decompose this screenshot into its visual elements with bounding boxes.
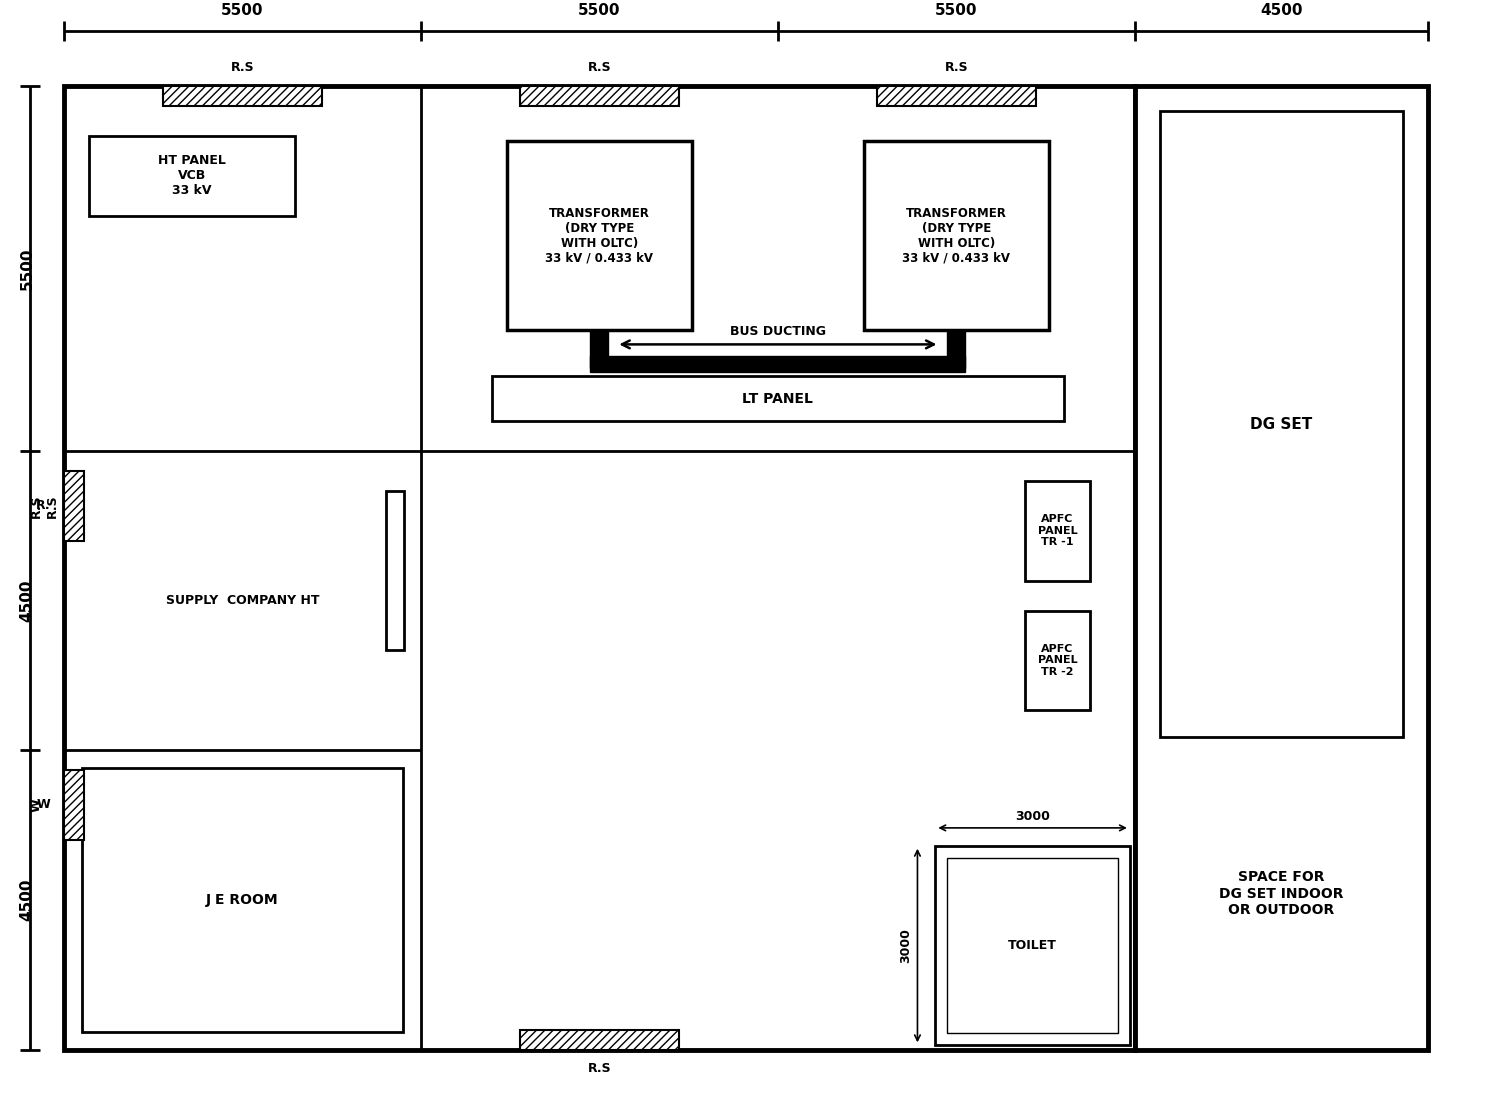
Text: 4500: 4500 — [19, 579, 34, 622]
Text: 5500: 5500 — [19, 248, 34, 290]
Text: 5500: 5500 — [578, 3, 621, 18]
Text: R.: R. — [36, 499, 51, 512]
Bar — [82, 768, 403, 1032]
Bar — [948, 858, 1117, 1033]
Text: TRANSFORMER
(DRY TYPE
WITH OLTC)
33 kV / 0.433 kV: TRANSFORMER (DRY TYPE WITH OLTC) 33 kV /… — [902, 206, 1010, 264]
Bar — [1159, 112, 1403, 738]
Bar — [1135, 86, 1428, 1050]
Bar — [64, 471, 85, 541]
Bar — [863, 141, 1049, 330]
Bar — [492, 376, 1064, 421]
Text: W: W — [30, 798, 43, 811]
Text: SPACE FOR
DG SET INDOOR
OR OUTDOOR: SPACE FOR DG SET INDOOR OR OUTDOOR — [1219, 870, 1343, 917]
Text: 5500: 5500 — [221, 3, 265, 18]
Text: 5500: 5500 — [935, 3, 978, 18]
Text: BUS DUCTING: BUS DUCTING — [730, 326, 826, 338]
Text: R.S: R.S — [30, 494, 43, 518]
Text: TRANSFORMER
(DRY TYPE
WITH OLTC)
33 kV / 0.433 kV: TRANSFORMER (DRY TYPE WITH OLTC) 33 kV /… — [545, 206, 654, 264]
Bar — [590, 356, 966, 373]
Bar — [163, 86, 322, 106]
Text: R.S: R.S — [587, 61, 611, 75]
Bar — [1025, 481, 1089, 580]
Text: APFC
PANEL
TR -1: APFC PANEL TR -1 — [1037, 514, 1077, 548]
Bar — [948, 330, 966, 368]
Text: R.S: R.S — [945, 61, 969, 75]
Bar — [877, 86, 1036, 106]
Bar — [64, 770, 85, 840]
Text: 3000: 3000 — [1015, 810, 1051, 822]
Text: R.S: R.S — [46, 494, 59, 518]
Text: J E ROOM: J E ROOM — [207, 893, 279, 907]
Bar — [507, 141, 692, 330]
Text: DG SET: DG SET — [1250, 416, 1312, 432]
Text: R.S: R.S — [587, 1062, 611, 1075]
Text: 3000: 3000 — [899, 929, 912, 963]
Text: 4500: 4500 — [1260, 3, 1303, 18]
Text: LT PANEL: LT PANEL — [743, 392, 813, 406]
Bar — [89, 136, 296, 215]
Bar — [590, 330, 608, 368]
Text: R.S: R.S — [230, 61, 254, 75]
Text: HT PANEL
VCB
33 kV: HT PANEL VCB 33 kV — [159, 154, 226, 198]
Bar — [520, 86, 679, 106]
Text: APFC
PANEL
TR -2: APFC PANEL TR -2 — [1037, 644, 1077, 677]
Text: TOILET: TOILET — [1008, 939, 1057, 952]
Bar — [64, 86, 1135, 1050]
Bar — [935, 846, 1129, 1046]
Bar — [1025, 610, 1089, 710]
Bar — [520, 1030, 679, 1050]
Text: SUPPLY  COMPANY HT: SUPPLY COMPANY HT — [166, 594, 319, 607]
Bar — [386, 491, 404, 651]
Text: W: W — [36, 798, 51, 811]
Text: 4500: 4500 — [19, 879, 34, 922]
